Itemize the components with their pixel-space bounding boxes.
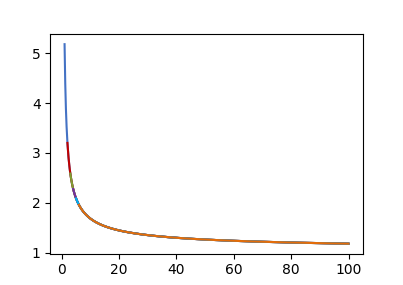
r=1,a=2 — [295, 241, 300, 245]
r=1,a=4 — [339, 242, 344, 245]
r=1,a=2 — [199, 238, 204, 241]
Line: r=1,a=5: r=1,a=5 — [76, 198, 349, 244]
r=1,a=1 — [154, 234, 159, 238]
r=1,a=2 — [346, 242, 351, 245]
Line: r=1,a=6: r=1,a=6 — [79, 205, 349, 244]
r=1,a=5 — [205, 238, 210, 241]
r=1,a=3 — [346, 242, 351, 245]
r=1,a=4 — [220, 239, 224, 242]
r=1,a=2 — [339, 242, 344, 245]
r=1,a=1 — [174, 236, 179, 239]
r=1,a=6 — [206, 238, 211, 241]
r=1,a=2 — [232, 239, 237, 243]
r=1,a=3 — [296, 241, 301, 245]
r=1,a=5 — [346, 242, 351, 245]
r=1,a=6 — [77, 203, 81, 207]
r=1,a=5 — [74, 197, 79, 200]
r=1,a=3 — [200, 238, 205, 241]
r=1,a=3 — [218, 239, 223, 242]
r=1,a=6 — [340, 242, 345, 245]
r=1,a=6 — [205, 238, 210, 241]
Line: r=1,a=4: r=1,a=4 — [73, 189, 349, 244]
r=1,a=5 — [221, 239, 226, 242]
r=1,a=2 — [200, 238, 205, 241]
r=1,a=2 — [65, 141, 70, 144]
r=1,a=1 — [62, 42, 67, 46]
r=1,a=1 — [171, 236, 176, 239]
r=1,a=3 — [68, 172, 73, 175]
r=1,a=6 — [346, 242, 351, 245]
r=1,a=1 — [116, 229, 121, 232]
r=1,a=6 — [237, 239, 242, 243]
r=1,a=4 — [235, 239, 239, 243]
r=1,a=1 — [115, 228, 120, 232]
r=1,a=4 — [71, 187, 76, 191]
r=1,a=3 — [202, 238, 206, 241]
r=1,a=6 — [222, 239, 227, 242]
r=1,a=4 — [202, 238, 206, 241]
r=1,a=5 — [297, 241, 302, 245]
r=1,a=5 — [203, 238, 208, 241]
r=1,a=5 — [340, 242, 345, 245]
Line: r=1,a=2: r=1,a=2 — [67, 143, 349, 244]
r=1,a=2 — [217, 239, 222, 242]
Line: r=1,a=3: r=1,a=3 — [70, 174, 349, 244]
r=1,a=6 — [297, 241, 302, 245]
r=1,a=4 — [203, 238, 208, 241]
r=1,a=1 — [129, 231, 133, 235]
Line: r=1,a=1: r=1,a=1 — [64, 44, 177, 238]
r=1,a=4 — [297, 241, 301, 245]
r=1,a=3 — [339, 242, 344, 245]
r=1,a=5 — [236, 239, 241, 243]
r=1,a=1 — [123, 230, 127, 233]
r=1,a=4 — [346, 242, 351, 245]
r=1,a=3 — [233, 239, 238, 243]
